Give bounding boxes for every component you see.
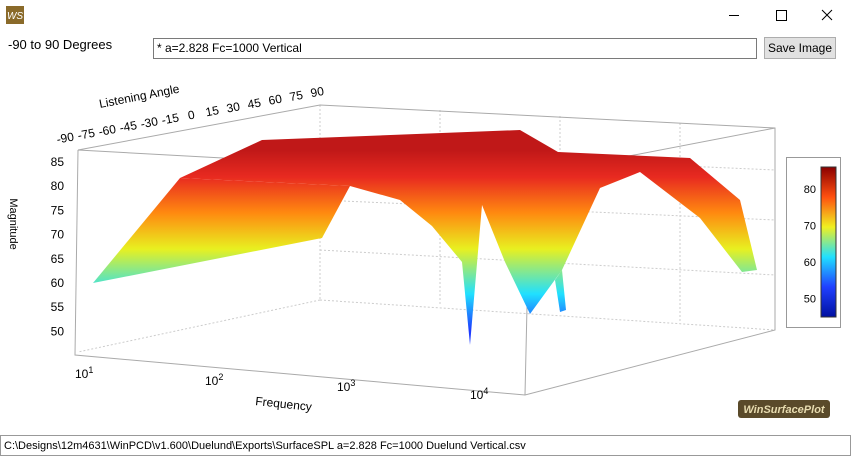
maximize[interactable] xyxy=(776,10,787,21)
magnitude-tick-label: 55 xyxy=(51,300,65,314)
tick-exponent: 2 xyxy=(218,372,223,382)
tick-base: 10 xyxy=(337,380,351,394)
angle-tick-label: 0 xyxy=(187,108,197,123)
angle-tick-label: -75 xyxy=(76,126,96,143)
magnitude-tick-label: 50 xyxy=(51,324,65,338)
logo: WinSurfacePlot xyxy=(743,404,826,416)
angle-tick-label: -90 xyxy=(55,129,75,146)
angle-tick-label: -45 xyxy=(118,118,138,135)
angle-tick-label: -30 xyxy=(139,114,159,131)
title-input-text: * a=2.828 Fc=1000 Vertical xyxy=(157,41,302,55)
save-button-label: Save Image xyxy=(768,41,832,55)
title-input[interactable] xyxy=(153,38,757,59)
surface-main xyxy=(180,130,757,345)
header: -90 to 90 Degrees xyxy=(8,37,113,52)
frequency-tick-label: 104 xyxy=(470,386,488,402)
frequency-tick-label: 101 xyxy=(75,365,93,381)
surface xyxy=(93,130,757,345)
frequency-axis-label: Frequency xyxy=(255,394,313,414)
magnitude-tick-label: 65 xyxy=(51,252,65,266)
save-button[interactable] xyxy=(764,37,836,59)
magnitude-tick-label: 75 xyxy=(51,203,65,217)
tick-base: 10 xyxy=(75,367,89,381)
colorbar-tick-label: 50 xyxy=(804,294,816,306)
logo-bg xyxy=(738,400,830,418)
angle-tick-label: 30 xyxy=(225,99,241,115)
angle-tick-label: 15 xyxy=(204,103,220,119)
angle-tick-label: -60 xyxy=(97,122,117,139)
angle-tick-label: 90 xyxy=(309,84,325,100)
colorbar-tick-label: 60 xyxy=(804,257,816,269)
frequency-tick-label: 102 xyxy=(205,372,223,388)
magnitude-tick-label: 70 xyxy=(51,228,65,242)
angle-axis-label: Listening Angle xyxy=(98,82,181,111)
app-icon-bg xyxy=(6,6,24,24)
frequency-tick-label: 103 xyxy=(337,378,355,394)
angle-tick-label: 75 xyxy=(288,88,304,104)
magnitude-ticks: 85 80 75 70 65 60 55 50 xyxy=(51,155,65,338)
angle-ticks: -90 -75 -60 -45 -30 -15 0 15 30 45 60 75 90 xyxy=(55,84,325,147)
magnitude-tick-label: 60 xyxy=(51,276,65,290)
angle-tick-label: 45 xyxy=(246,95,262,111)
tick-exponent: 3 xyxy=(350,378,355,388)
colorbar xyxy=(820,166,837,318)
app-icon: WS xyxy=(7,11,23,22)
tick-exponent: 4 xyxy=(483,386,488,396)
magnitude-axis-label: Magnitude xyxy=(7,198,19,249)
tick-base: 10 xyxy=(470,388,484,402)
status-text: C:\Designs\12m4631\WinPCD\v1.600\Duelund… xyxy=(4,440,526,452)
tick-base: 10 xyxy=(205,374,219,388)
colorbar-ticks: 80 70 60 50 xyxy=(804,184,816,306)
angle-tick-label: 60 xyxy=(267,92,283,108)
magnitude-tick-label: 85 xyxy=(51,155,65,169)
surface-dip xyxy=(555,270,566,312)
surface-left xyxy=(93,178,350,283)
colorbar-tick-label: 80 xyxy=(804,184,816,196)
close[interactable] xyxy=(821,9,833,21)
tick-exponent: 1 xyxy=(88,365,93,375)
colorbar-tick-label: 70 xyxy=(804,221,816,233)
magnitude-tick-label: 80 xyxy=(51,179,65,193)
window-controls[interactable] xyxy=(729,9,833,21)
angle-tick-label: -15 xyxy=(160,110,180,127)
